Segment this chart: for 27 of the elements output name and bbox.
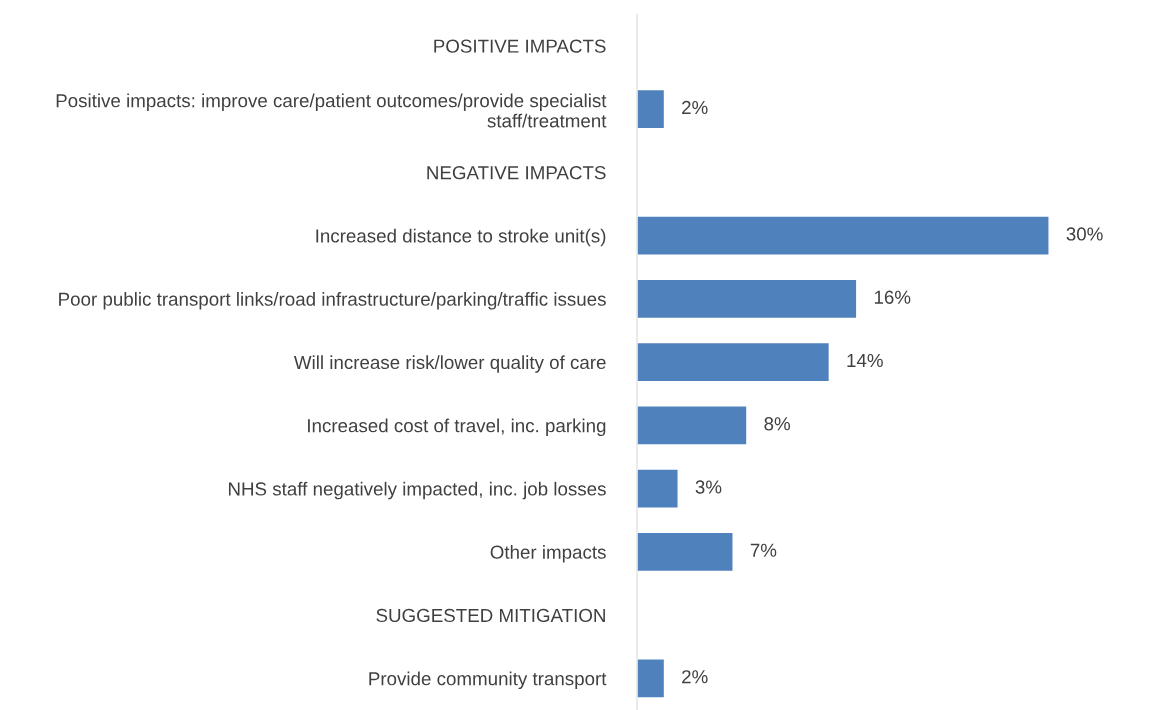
y-tick-label: NHS staff negatively impacted, inc. job losses <box>229 481 606 500</box>
y-tick-label: Positive impacts: improve care/patient outcomes/provide specialist staff/treatment <box>56 93 607 128</box>
y-tick-label: Increased distance to stroke unit(s) <box>316 228 606 247</box>
bar <box>637 658 666 699</box>
y-tick-label: Other impacts <box>490 545 606 563</box>
bar <box>637 468 679 509</box>
y-tick-label: Provide community transport <box>369 671 607 690</box>
y-tick-label: SUGGESTED MITIGATION <box>376 608 605 623</box>
bar <box>637 531 734 573</box>
bar <box>637 215 1050 256</box>
y-tick-label: NEGATIVE IMPACTS <box>427 166 606 180</box>
bar <box>637 88 666 130</box>
bar <box>637 341 831 383</box>
data-label: 3% <box>695 480 722 494</box>
data-label: 2% <box>682 100 708 115</box>
data-label: 14% <box>847 353 883 368</box>
y-tick-label: Will increase risk/lower quality of care <box>293 355 606 373</box>
y-tick-label: POSITIVE IMPACTS <box>434 39 606 53</box>
y-tick-label: Poor public transport links/road infrastructure/parking/traffic issues <box>59 292 606 310</box>
data-label: 8% <box>764 417 791 431</box>
bar <box>637 278 858 320</box>
data-label: 16% <box>874 290 911 304</box>
data-label: 2% <box>682 670 708 684</box>
bar <box>637 405 748 446</box>
data-label: 7% <box>750 543 777 557</box>
data-label: 30% <box>1066 227 1103 241</box>
y-tick-label: Increased cost of travel, inc. parking <box>308 418 606 437</box>
